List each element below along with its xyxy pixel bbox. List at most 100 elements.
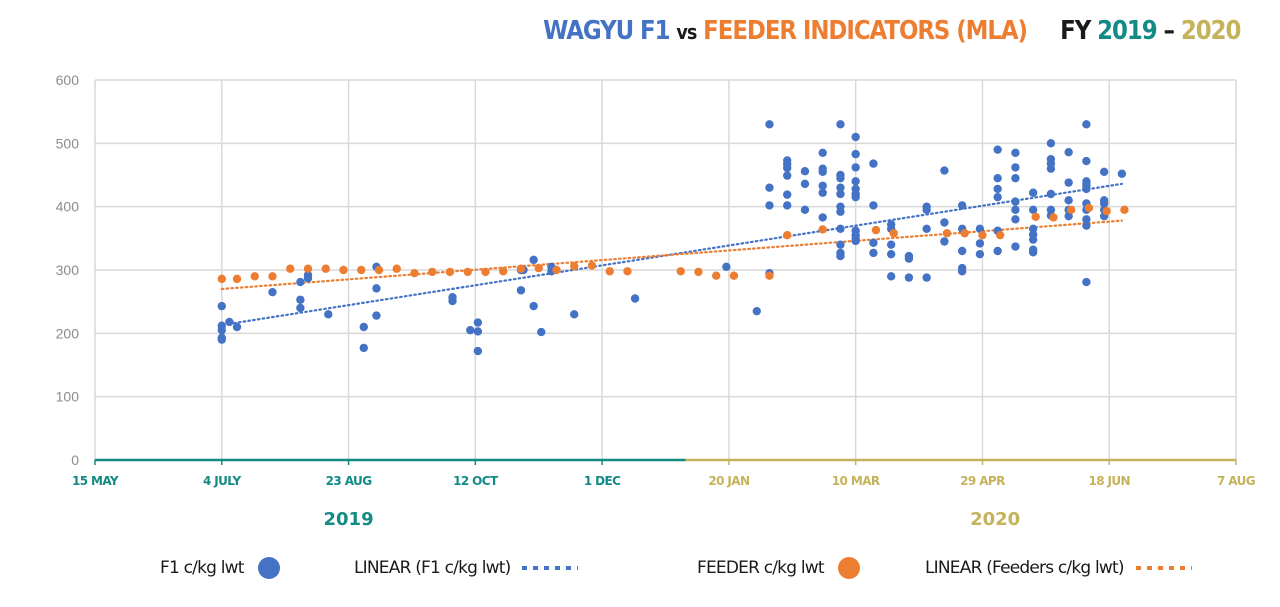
y-tick-label: 400 <box>56 199 80 215</box>
data-point-f1 <box>836 224 845 234</box>
data-point-feeder <box>357 265 366 275</box>
legend-label-f1-trend: LINEAR (F1 c/kg lwt) <box>354 558 511 578</box>
x-tick-label: 1 DEC <box>584 474 621 488</box>
data-point-f1 <box>940 166 949 175</box>
data-point-f1 <box>765 183 774 192</box>
data-point-f1 <box>904 254 914 263</box>
x-tick-label: 10 MAR <box>832 474 880 488</box>
y-tick-label: 500 <box>56 135 80 151</box>
data-point-f1 <box>296 303 305 313</box>
data-point-f1 <box>869 159 878 168</box>
trendlines <box>220 182 1124 325</box>
data-point-feeder <box>463 267 472 277</box>
data-point-f1 <box>1117 169 1127 178</box>
data-point-f1 <box>722 262 731 272</box>
data-point-f1 <box>537 327 546 337</box>
data-point-f1 <box>851 236 860 246</box>
data-point-f1 <box>783 171 792 180</box>
axes <box>94 458 1237 465</box>
year-label-2020: 2020 <box>970 509 1020 530</box>
data-point-f1 <box>1099 199 1109 208</box>
data-point-f1 <box>836 120 845 129</box>
title-fy: FY <box>1059 16 1091 46</box>
data-point-feeder <box>499 267 508 276</box>
data-point-feeder <box>995 230 1005 240</box>
data-point-f1 <box>1011 148 1020 158</box>
data-point-f1 <box>630 294 640 303</box>
x-tick-label: 4 JULY <box>203 474 242 488</box>
legend-dotted-line-f1-icon <box>522 566 579 570</box>
data-point-f1 <box>851 177 860 186</box>
data-point-feeder <box>374 265 384 275</box>
title-feeder-indicators: FEEDER INDICATORS (MLA) <box>702 16 1028 46</box>
data-point-feeder <box>729 271 739 280</box>
data-point-f1 <box>800 205 810 215</box>
data-point-feeder <box>534 263 543 273</box>
data-point-f1 <box>1046 164 1056 173</box>
data-point-f1 <box>957 246 967 256</box>
data-point-feeder <box>339 265 348 275</box>
data-point-feeder <box>516 264 526 273</box>
data-point-f1 <box>783 190 792 199</box>
data-point-f1 <box>296 277 305 287</box>
data-point-f1 <box>1082 215 1091 224</box>
data-point-feeder <box>765 271 774 280</box>
data-point-f1 <box>922 273 931 282</box>
data-point-f1 <box>296 295 305 304</box>
data-point-feeder <box>428 267 437 277</box>
legend-label-feeder: FEEDER c/kg lwt <box>697 558 825 578</box>
data-point-f1 <box>1082 277 1091 287</box>
data-point-f1 <box>940 237 949 246</box>
data-point-f1 <box>975 239 985 248</box>
x-tick-label: 23 AUG <box>326 474 372 488</box>
data-point-f1 <box>225 317 234 327</box>
data-point-f1 <box>818 188 827 197</box>
x-tick-label: 29 APR <box>960 474 1005 488</box>
data-point-f1 <box>957 267 967 276</box>
data-point-f1 <box>993 184 1002 194</box>
data-point-feeder <box>960 229 969 238</box>
data-point-f1 <box>359 322 368 332</box>
data-point-f1 <box>1082 120 1091 129</box>
data-point-f1 <box>303 270 313 280</box>
legend-marker-feeder-icon <box>837 557 860 579</box>
gridlines <box>94 79 1237 460</box>
x-tick-label: 15 MAY <box>72 474 119 488</box>
data-point-feeder <box>410 268 419 278</box>
data-point-f1 <box>993 192 1002 202</box>
data-point-f1 <box>516 286 526 295</box>
data-point-f1 <box>975 249 985 259</box>
title-year-2020: 2020 <box>1180 16 1242 46</box>
data-point-f1 <box>993 145 1002 154</box>
data-point-f1 <box>975 224 985 234</box>
data-point-f1 <box>851 149 860 159</box>
data-point-f1 <box>940 218 949 227</box>
data-point-f1 <box>1011 205 1020 215</box>
data-point-feeder <box>1102 206 1111 216</box>
data-point-f1 <box>993 246 1002 256</box>
data-point-f1 <box>836 173 845 183</box>
data-point-f1 <box>783 163 792 173</box>
data-point-f1 <box>957 201 967 210</box>
data-point-feeder <box>942 229 952 238</box>
data-point-f1 <box>372 311 381 320</box>
data-point-f1 <box>836 189 845 199</box>
data-point-feeder <box>481 267 490 277</box>
data-point-f1 <box>1011 173 1020 183</box>
data-point-f1 <box>904 273 914 282</box>
data-point-f1 <box>1064 211 1073 221</box>
data-point-feeder <box>1084 203 1094 213</box>
data-point-feeder <box>694 267 703 277</box>
data-point-feeder <box>392 264 401 273</box>
data-point-f1 <box>869 201 878 210</box>
data-point-f1 <box>922 205 931 215</box>
legend-item-feeder: FEEDER c/kg lwt <box>697 553 860 583</box>
data-point-feeder <box>871 225 881 235</box>
y-tick-label: 100 <box>56 389 80 405</box>
data-point-f1 <box>886 249 896 259</box>
data-point-f1 <box>1011 197 1020 206</box>
data-point-feeder <box>1049 213 1058 222</box>
data-point-feeder <box>1031 212 1040 221</box>
data-point-f1 <box>886 240 896 249</box>
legend-item-f1: F1 c/kg lwt <box>160 553 280 583</box>
